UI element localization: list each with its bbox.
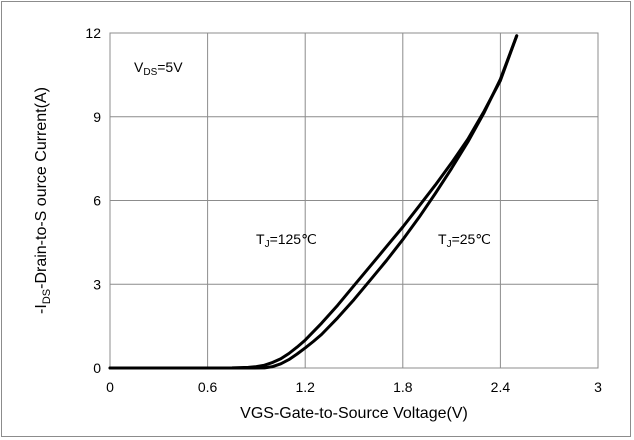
series-line-1 <box>108 34 519 370</box>
series <box>108 34 519 370</box>
x-tick-label: 0.6 <box>198 379 218 395</box>
y-tick-label: 3 <box>93 276 101 292</box>
x-tick-label: 0 <box>106 379 114 395</box>
y-tick-label: 6 <box>93 193 101 209</box>
x-tick-label: 3 <box>594 379 602 395</box>
y-axis-ticks: 0 3 6 9 12 <box>85 25 101 376</box>
x-axis-label: VGS-Gate-to-Source Voltage(V) <box>240 405 468 422</box>
plot-area <box>109 32 599 369</box>
x-tick-label: 1.8 <box>393 379 413 395</box>
series-line-2 <box>108 34 519 370</box>
annotation-vds: VDS=5V <box>134 59 183 78</box>
y-axis-label: -IDS-Drain-to-S ource Current(A) <box>33 87 53 314</box>
x-tick-label: 1.2 <box>295 379 315 395</box>
y-tick-label: 12 <box>85 25 101 41</box>
grid <box>110 33 598 368</box>
y-tick-label: 0 <box>93 360 101 376</box>
x-axis-ticks: 0 0.6 1.2 1.8 2.4 3 <box>106 379 602 395</box>
x-tick-label: 2.4 <box>491 379 511 395</box>
annotation-tj-125: TJ=125℃ <box>256 231 317 250</box>
annotation-tj-25: TJ=25℃ <box>438 231 491 250</box>
y-tick-label: 9 <box>93 109 101 125</box>
